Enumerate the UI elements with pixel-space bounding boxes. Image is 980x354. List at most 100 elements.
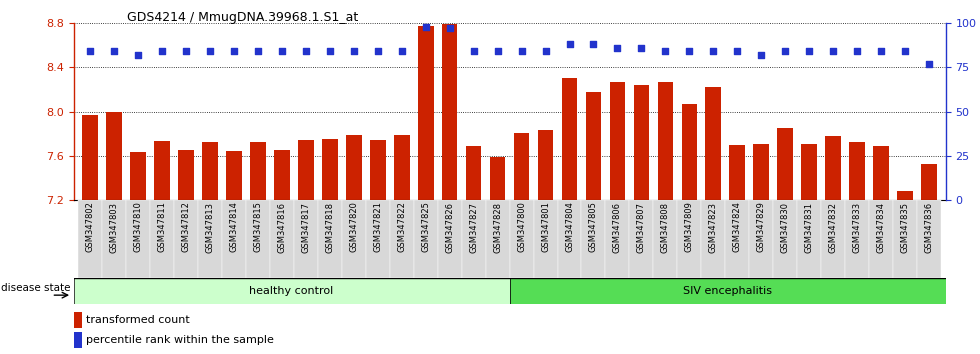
Text: GSM347824: GSM347824 xyxy=(733,201,742,252)
Point xyxy=(107,48,122,54)
Bar xyxy=(390,200,414,278)
Text: GSM347827: GSM347827 xyxy=(469,201,478,252)
Bar xyxy=(538,130,554,200)
Bar xyxy=(298,140,314,200)
Bar xyxy=(677,200,702,278)
Bar xyxy=(610,82,625,200)
Point xyxy=(802,48,817,54)
Bar xyxy=(490,157,506,200)
Point xyxy=(298,48,314,54)
Point xyxy=(921,61,937,67)
Bar xyxy=(729,145,745,200)
Bar xyxy=(777,128,793,200)
Bar xyxy=(442,24,458,200)
Text: disease state: disease state xyxy=(1,282,71,293)
Text: GSM347820: GSM347820 xyxy=(349,201,359,252)
Point xyxy=(729,48,745,54)
Point xyxy=(226,48,242,54)
Point xyxy=(346,48,362,54)
Bar xyxy=(346,135,362,200)
Bar xyxy=(250,143,266,200)
Bar xyxy=(342,200,366,278)
Bar xyxy=(606,200,629,278)
Bar xyxy=(845,200,869,278)
Text: GSM347815: GSM347815 xyxy=(254,201,263,252)
Point xyxy=(538,48,554,54)
Bar xyxy=(562,78,577,200)
Point xyxy=(586,41,602,47)
Bar xyxy=(78,200,102,278)
Bar xyxy=(654,200,677,278)
Text: GSM347833: GSM347833 xyxy=(853,201,861,253)
Bar xyxy=(74,278,510,304)
Bar xyxy=(558,200,581,278)
Bar xyxy=(706,87,721,200)
Text: GSM347825: GSM347825 xyxy=(421,201,430,252)
Text: GSM347814: GSM347814 xyxy=(229,201,238,252)
Bar xyxy=(514,132,529,200)
Text: GSM347808: GSM347808 xyxy=(661,201,670,252)
Bar xyxy=(893,200,917,278)
Point xyxy=(897,48,912,54)
Bar xyxy=(581,200,606,278)
Bar xyxy=(366,200,390,278)
Text: GSM347832: GSM347832 xyxy=(828,201,838,252)
Bar xyxy=(533,200,558,278)
Bar xyxy=(150,200,174,278)
Point xyxy=(130,52,146,58)
Bar xyxy=(222,200,246,278)
Bar xyxy=(414,200,438,278)
Bar xyxy=(270,200,294,278)
Text: GSM347829: GSM347829 xyxy=(757,201,765,252)
Text: GSM347802: GSM347802 xyxy=(86,201,95,252)
Bar xyxy=(510,200,533,278)
Bar xyxy=(821,200,845,278)
Bar xyxy=(322,139,338,200)
Text: GSM347826: GSM347826 xyxy=(445,201,454,252)
Text: GSM347834: GSM347834 xyxy=(876,201,886,252)
Point xyxy=(610,45,625,51)
Text: GSM347813: GSM347813 xyxy=(206,201,215,252)
Text: percentile rank within the sample: percentile rank within the sample xyxy=(86,335,274,345)
Bar xyxy=(802,144,817,200)
Text: GSM347803: GSM347803 xyxy=(110,201,119,252)
Point xyxy=(658,48,673,54)
Text: GSM347822: GSM347822 xyxy=(397,201,407,252)
Bar xyxy=(634,85,649,200)
Point xyxy=(394,48,410,54)
Bar xyxy=(370,140,385,200)
Text: GSM347809: GSM347809 xyxy=(685,201,694,252)
Text: transformed count: transformed count xyxy=(86,315,190,325)
Text: GSM347812: GSM347812 xyxy=(181,201,191,252)
Point xyxy=(370,48,386,54)
Bar xyxy=(850,143,864,200)
Bar xyxy=(438,200,462,278)
Text: GSM347800: GSM347800 xyxy=(517,201,526,252)
Bar xyxy=(921,164,937,200)
Bar xyxy=(897,191,912,200)
Point xyxy=(873,48,889,54)
Bar xyxy=(130,153,146,200)
Bar xyxy=(825,136,841,200)
Bar xyxy=(202,143,218,200)
Point xyxy=(777,48,793,54)
Bar xyxy=(394,135,410,200)
Bar xyxy=(246,200,270,278)
Bar xyxy=(917,200,941,278)
Text: GSM347805: GSM347805 xyxy=(589,201,598,252)
Bar xyxy=(74,312,82,329)
Text: healthy control: healthy control xyxy=(250,286,333,296)
Point xyxy=(633,45,649,51)
Point xyxy=(562,41,577,47)
Point xyxy=(706,48,721,54)
Point xyxy=(825,48,841,54)
Bar xyxy=(725,200,750,278)
Text: GSM347818: GSM347818 xyxy=(325,201,334,252)
Point xyxy=(322,48,338,54)
Bar xyxy=(74,332,82,348)
Bar xyxy=(107,112,122,200)
Text: GSM347821: GSM347821 xyxy=(373,201,382,252)
Bar xyxy=(462,200,486,278)
Text: GSM347830: GSM347830 xyxy=(781,201,790,252)
Text: GSM347828: GSM347828 xyxy=(493,201,502,252)
